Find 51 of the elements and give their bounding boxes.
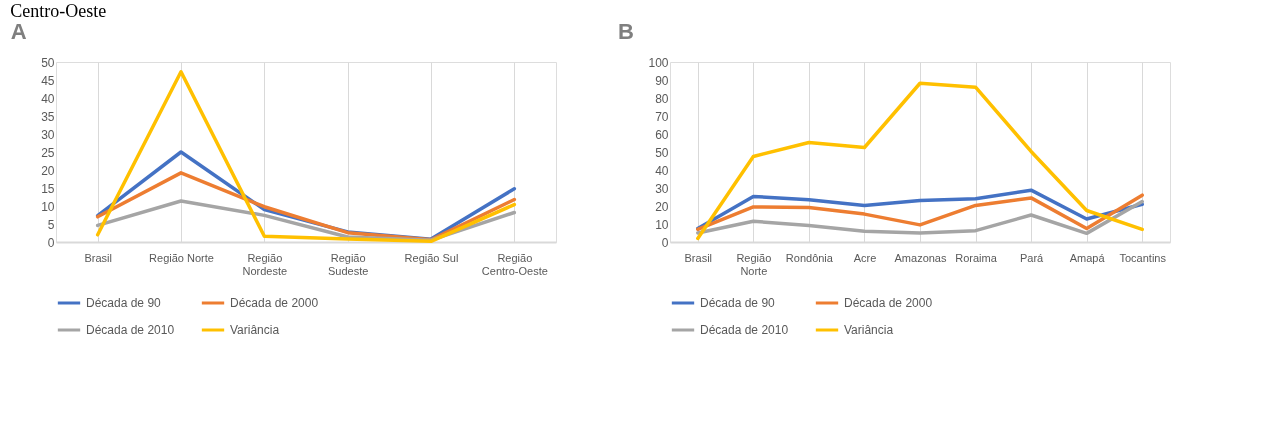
y-tick-label: 40	[655, 163, 669, 178]
y-tick-label: 10	[41, 199, 55, 214]
legend-label: Década de 2000	[844, 296, 933, 310]
x-tick-label: Amapá	[1069, 251, 1106, 264]
line-series	[95, 69, 517, 244]
x-tick-label: Tocantins	[1119, 251, 1167, 264]
y-tick-label: 15	[41, 181, 55, 196]
legend-label: Década de 90	[700, 296, 776, 310]
y-tick-label: 80	[655, 91, 669, 106]
x-tick-label: Roraima	[955, 251, 998, 264]
y-tick-label: 25	[41, 145, 55, 160]
y-tick-label: 20	[655, 199, 669, 214]
chart-title: A	[10, 19, 27, 44]
chart-title: B	[617, 19, 634, 44]
x-tick-label: Região Norte	[736, 251, 772, 277]
x-tick-label: Rondônia	[785, 251, 834, 264]
y-tick-label: 0	[47, 235, 55, 250]
legend-label: Década de 90	[86, 296, 162, 310]
y-tick-label: 30	[655, 181, 669, 196]
x-tick-label: Pará	[1019, 251, 1045, 264]
x-tick-label: Amazonas	[894, 251, 947, 264]
x-tick-label: Brasil	[684, 251, 713, 264]
y-tick-label: 60	[655, 127, 669, 142]
y-tick-label: 30	[41, 127, 55, 142]
x-tick-label: Região Sudeste	[327, 251, 369, 277]
text: Centro-Oeste	[10, 0, 107, 21]
y-tick-label: 0	[661, 235, 669, 250]
line-series	[696, 81, 1144, 241]
legend-label: Variância	[230, 323, 280, 337]
x-tick-label: Região Centro-Oeste	[481, 251, 548, 277]
y-tick-label: 45	[41, 73, 55, 88]
y-tick-label: 35	[41, 109, 55, 124]
legend-label: Década de 2000	[230, 296, 319, 310]
y-tick-label: 10	[655, 217, 669, 232]
x-tick-label: Região Nordeste	[242, 251, 288, 277]
legend-label: Década de 2010	[700, 323, 789, 337]
legend-label: Década de 2010	[86, 323, 175, 337]
y-tick-label: 50	[41, 55, 55, 70]
legend-label: Variância	[844, 323, 894, 337]
y-tick-label: 100	[648, 55, 669, 70]
y-tick-label: 90	[655, 73, 669, 88]
x-tick-label: Acre	[853, 251, 877, 264]
x-tick-label: Região Sul	[404, 251, 459, 264]
line-series	[696, 199, 1144, 236]
y-tick-label: 5	[47, 217, 55, 232]
y-tick-label: 40	[41, 91, 55, 106]
y-tick-label: 20	[41, 163, 55, 178]
x-tick-label: Região Norte	[149, 251, 214, 264]
x-tick-label: Brasil	[84, 251, 112, 264]
y-tick-label: 50	[655, 145, 669, 160]
y-tick-label: 70	[655, 109, 669, 124]
